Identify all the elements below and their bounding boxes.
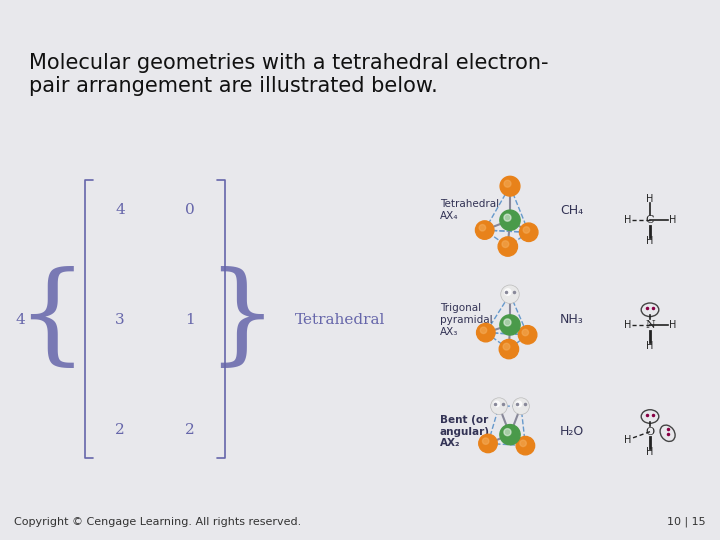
Circle shape [504,180,511,187]
Text: Molecular geometries with a tetrahedral electron-
pair arrangement are illustrat: Molecular geometries with a tetrahedral … [29,53,549,96]
Text: 10 | 15: 10 | 15 [667,517,706,527]
Text: H: H [647,341,654,350]
Circle shape [500,424,520,445]
Circle shape [490,398,508,415]
Circle shape [501,285,519,303]
Circle shape [504,214,511,221]
Circle shape [504,429,511,436]
Text: H: H [669,320,676,330]
Circle shape [513,398,529,415]
Text: {: { [17,266,87,374]
Circle shape [504,319,511,326]
Circle shape [494,401,500,407]
Text: H: H [647,448,654,457]
Text: 1: 1 [185,313,195,327]
Circle shape [475,221,494,239]
Circle shape [502,241,509,247]
Text: Tetrahedral
AX₄: Tetrahedral AX₄ [440,199,499,221]
Circle shape [477,323,495,342]
Text: 4: 4 [115,203,125,217]
Text: 4: 4 [15,313,25,327]
Text: 3: 3 [115,313,125,327]
Text: CH₄: CH₄ [560,204,583,217]
Circle shape [500,210,520,230]
Text: 2: 2 [115,423,125,437]
Text: 2: 2 [185,423,195,437]
Circle shape [522,329,528,336]
Circle shape [523,227,530,233]
Text: Trigonal
pyramidal
AX₃: Trigonal pyramidal AX₃ [440,303,492,336]
Circle shape [516,436,535,455]
Text: H: H [624,320,631,330]
Circle shape [505,289,511,295]
Circle shape [500,176,520,196]
Text: NH₃: NH₃ [560,313,584,327]
Text: H: H [624,215,631,225]
Text: Tetrahedral: Tetrahedral [294,313,385,327]
Text: }: } [207,266,277,374]
Text: O: O [645,427,654,437]
Text: N: N [645,320,655,330]
Circle shape [500,315,520,335]
Text: Bent (or
angular)
AX₂: Bent (or angular) AX₂ [440,415,490,448]
Text: H: H [669,215,676,225]
Circle shape [516,401,522,407]
Circle shape [482,438,489,444]
Text: H₂O: H₂O [560,425,584,438]
Circle shape [499,340,518,359]
Circle shape [518,326,537,344]
Text: H: H [647,236,654,246]
Text: H: H [624,435,631,444]
Text: C: C [646,215,654,225]
Circle shape [498,237,518,256]
Text: Copyright © Cengage Learning. All rights reserved.: Copyright © Cengage Learning. All rights… [14,517,302,527]
Circle shape [520,440,526,447]
Text: 0: 0 [185,203,195,217]
Circle shape [480,327,487,334]
Circle shape [519,223,538,241]
Circle shape [503,343,510,350]
Circle shape [479,434,498,453]
Text: H: H [647,194,654,205]
Circle shape [479,225,485,231]
